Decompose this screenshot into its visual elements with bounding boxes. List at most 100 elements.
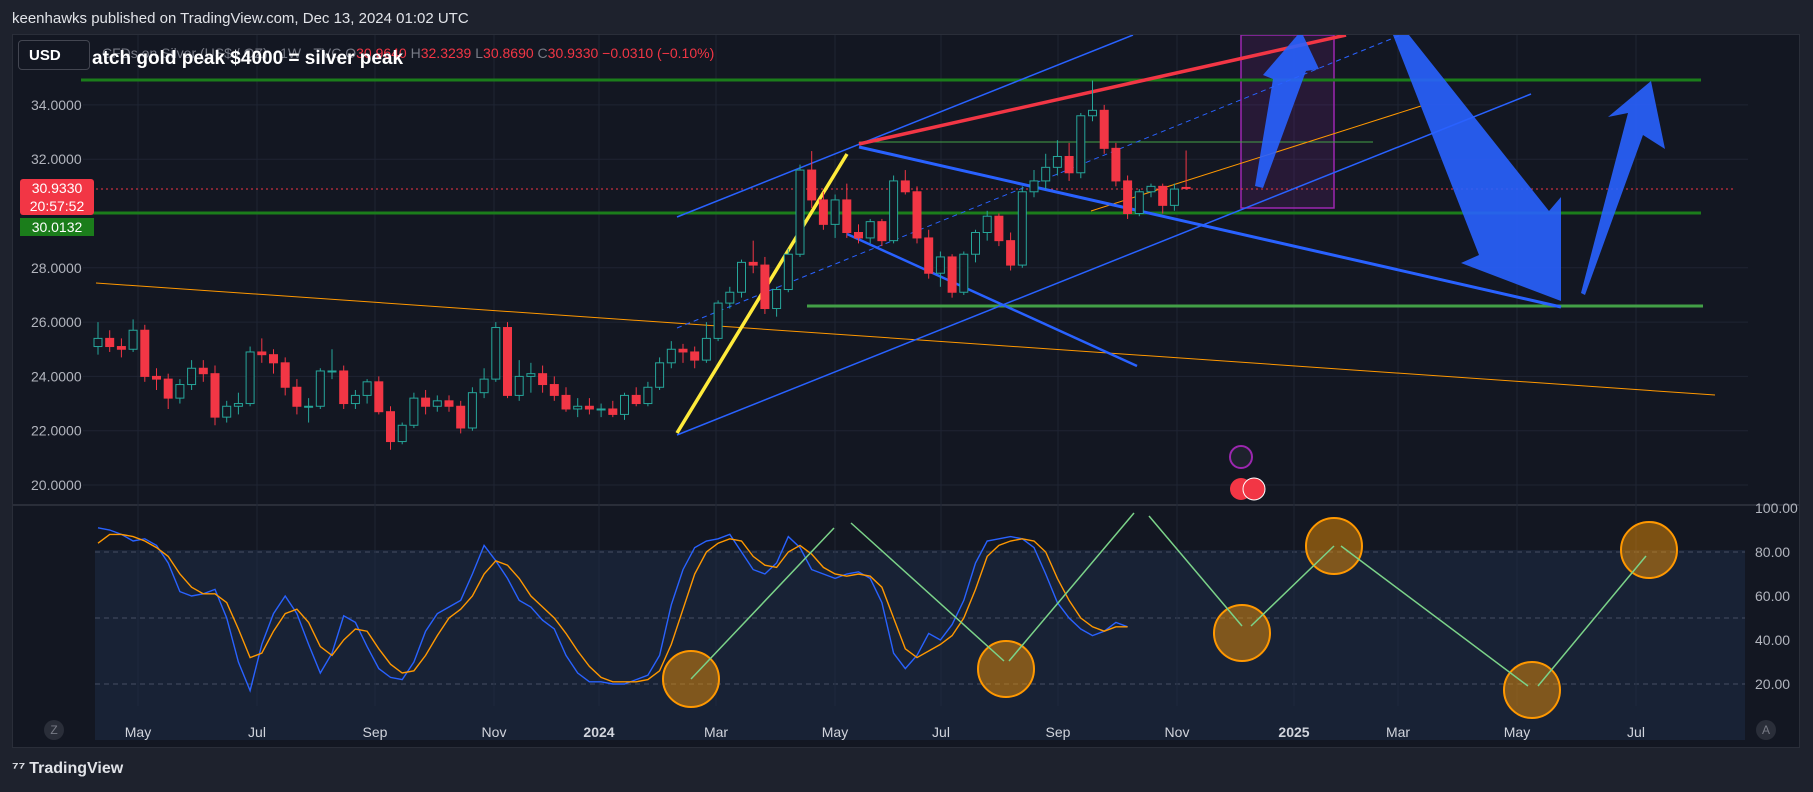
stoch-forecast-arrow bbox=[690, 527, 835, 680]
time-tick-label: Jul bbox=[932, 724, 950, 740]
candle-body bbox=[444, 400, 454, 407]
candle-body bbox=[643, 386, 653, 405]
stoch-forecast-arrow bbox=[850, 522, 1005, 662]
candle-body bbox=[456, 405, 466, 429]
long-trend-line bbox=[95, 282, 1716, 396]
price-tick-label: 22.0000 bbox=[31, 423, 82, 439]
candle-body bbox=[140, 329, 150, 377]
candle-body bbox=[526, 373, 536, 377]
candle-body bbox=[1099, 109, 1109, 149]
close-value: 30.9330 bbox=[547, 45, 599, 61]
candle-body bbox=[1088, 109, 1097, 117]
short-trend-line bbox=[1090, 105, 1422, 212]
time-tick-label: Sep bbox=[363, 724, 388, 740]
candle-body bbox=[1123, 180, 1133, 214]
stoch-forecast-arrow bbox=[1340, 545, 1529, 687]
candle-body bbox=[503, 327, 512, 396]
candle-body bbox=[631, 394, 641, 405]
time-tick-label: Sep bbox=[1046, 724, 1071, 740]
price-tick-label: 32.0000 bbox=[31, 151, 82, 167]
last-price-badge: 30.9330 20:57:52 bbox=[20, 179, 94, 215]
time-tick-label: Jul bbox=[1627, 724, 1645, 740]
level-price-badge: 30.0132 bbox=[20, 218, 94, 236]
candle-body bbox=[865, 221, 875, 239]
auto-scale-toggle-icon[interactable]: A bbox=[1756, 720, 1776, 740]
candle-body bbox=[1052, 155, 1062, 168]
candle-body bbox=[573, 405, 583, 410]
candle-body bbox=[1169, 188, 1179, 206]
candle-body bbox=[760, 264, 770, 310]
price-tick-label: 26.0000 bbox=[31, 314, 82, 330]
brand-footer[interactable]: ⁷⁷ TradingView bbox=[12, 760, 123, 778]
candle-body bbox=[549, 384, 559, 396]
candle-body bbox=[713, 302, 723, 339]
forecast-arrow-down bbox=[1393, 35, 1561, 301]
brand-name: TradingView bbox=[29, 760, 124, 777]
candle-body bbox=[1146, 185, 1156, 193]
time-tick-label: Mar bbox=[1386, 724, 1410, 740]
stoch-forecast-arrow bbox=[1148, 515, 1243, 627]
symbol-name[interactable]: CFDs on Silver (US$ / OZ) · 1W · TVC bbox=[102, 45, 342, 61]
candle-body bbox=[1158, 185, 1168, 206]
candle-body bbox=[222, 405, 232, 418]
candle-body bbox=[386, 411, 395, 443]
candle-body bbox=[198, 367, 208, 375]
stoch-circle bbox=[1213, 604, 1271, 662]
osc-tick-label: 40.00 bbox=[1755, 632, 1790, 648]
time-tick-label: Mar bbox=[704, 724, 728, 740]
downtrend-line bbox=[858, 145, 1562, 309]
change-value: −0.0310 (−0.10%) bbox=[602, 45, 715, 61]
chart-canvas[interactable]: 34.0000 32.0000 28.0000 26.0000 24.0000 22.00… bbox=[13, 35, 1799, 747]
candle-body bbox=[105, 337, 115, 348]
osc-tick-label: 20.00 bbox=[1755, 676, 1790, 692]
high-value: 32.3239 bbox=[420, 45, 472, 61]
chart-frame[interactable]: 34.0000 32.0000 28.0000 26.0000 24.0000 22.00… bbox=[12, 34, 1800, 748]
candle-body bbox=[584, 405, 594, 410]
open-value: 30.9640 bbox=[356, 45, 407, 61]
candle-body bbox=[842, 199, 852, 234]
candle-body bbox=[350, 394, 360, 405]
candle-body bbox=[1111, 147, 1121, 182]
time-tick-label: Jul bbox=[248, 724, 266, 740]
low-value: 30.8690 bbox=[483, 45, 534, 61]
candle-body bbox=[467, 392, 477, 429]
candle-body bbox=[561, 394, 571, 410]
candle-body bbox=[748, 261, 758, 266]
currency-button[interactable]: USD bbox=[18, 40, 90, 70]
candle-body bbox=[608, 408, 618, 415]
candle-body bbox=[725, 291, 735, 304]
time-tick-label: 2024 bbox=[583, 724, 614, 740]
timezone-toggle-icon[interactable]: Z bbox=[44, 720, 64, 740]
candle-body bbox=[514, 375, 524, 396]
candle-body bbox=[128, 329, 138, 350]
candle-body bbox=[421, 397, 431, 407]
candle-body bbox=[1064, 155, 1074, 174]
candle-body bbox=[432, 400, 442, 407]
time-tick-label: May bbox=[1504, 724, 1530, 740]
us-flag-event-icon bbox=[1242, 477, 1266, 501]
candle-body bbox=[655, 362, 665, 388]
bar-countdown: 20:57:52 bbox=[29, 198, 85, 214]
time-tick-label: Nov bbox=[482, 724, 507, 740]
price-tick-label: 20.0000 bbox=[31, 477, 82, 493]
candle-body bbox=[491, 327, 501, 380]
candle-body bbox=[93, 337, 103, 348]
candle-body bbox=[994, 215, 1004, 242]
candle-body bbox=[620, 394, 629, 415]
candle-body bbox=[830, 199, 840, 225]
candle-body bbox=[116, 346, 126, 350]
candle-body bbox=[1134, 191, 1144, 214]
time-tick-label: May bbox=[125, 724, 151, 740]
candle-body bbox=[327, 370, 337, 373]
candle-body bbox=[1076, 115, 1086, 174]
peak-line bbox=[858, 35, 1347, 146]
candle-body bbox=[854, 232, 863, 239]
candle-body bbox=[877, 221, 887, 242]
candle-body bbox=[947, 256, 957, 293]
last-price: 30.9330 bbox=[31, 180, 83, 196]
stoch-d-line bbox=[97, 533, 1128, 683]
osc-tick-label: 100.00 bbox=[1755, 500, 1798, 516]
channel-lower bbox=[676, 93, 1532, 436]
candle-body bbox=[900, 180, 910, 193]
stoch-forecast-arrow bbox=[1008, 512, 1135, 662]
